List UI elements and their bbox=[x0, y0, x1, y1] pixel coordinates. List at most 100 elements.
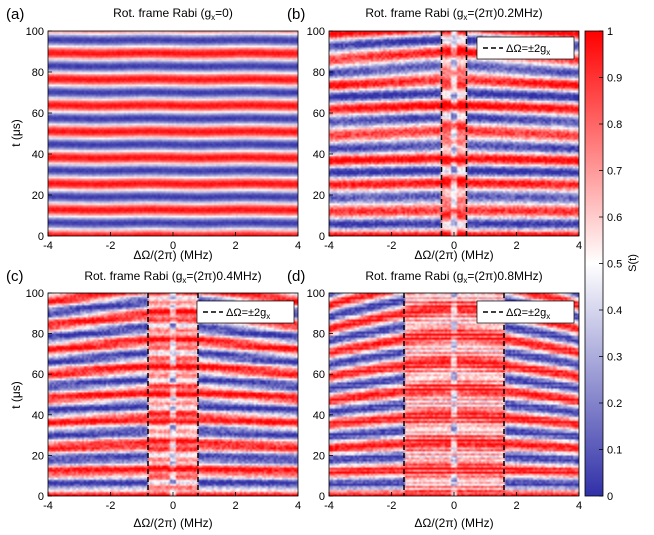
y-tick-label: 100 bbox=[307, 288, 325, 300]
x-tick-label: 4 bbox=[295, 240, 301, 252]
x-tick-label: 4 bbox=[295, 500, 301, 512]
panel-b-legend-text: ΔΩ=±2gx bbox=[506, 43, 550, 57]
x-tick-label: 0 bbox=[451, 500, 457, 512]
panel-b-xlabel: ΔΩ/(2π) (MHz) bbox=[414, 248, 493, 262]
x-tick-label: -4 bbox=[43, 240, 53, 252]
panel-c-legend: ΔΩ=±2gx bbox=[196, 300, 295, 324]
y-tick-label: 60 bbox=[313, 369, 325, 381]
y-tick-label: 80 bbox=[32, 329, 44, 341]
x-tick-label: 4 bbox=[576, 240, 582, 252]
panel-d-xlabel: ΔΩ/(2π) (MHz) bbox=[414, 516, 493, 530]
panel-c-title: Rot. frame Rabi (gx=(2π)0.4MHz) bbox=[84, 269, 261, 285]
colorbar: 0 0.1 0.2 0.3 0.4 0.5 0.6 0.7 0.8 0.9 1 S(t) bbox=[584, 26, 639, 503]
panel-d-heatmap-image bbox=[329, 293, 579, 496]
heatmap-image-1 bbox=[329, 31, 579, 236]
colorbar-tick-label: 0.5 bbox=[607, 259, 622, 271]
colorbar-tick-label: 0.2 bbox=[607, 398, 622, 410]
x-tick-label: 0 bbox=[170, 240, 176, 252]
x-tick-label: -4 bbox=[324, 240, 334, 252]
y-tick-label: 80 bbox=[313, 67, 325, 79]
panel-d-legend-box bbox=[476, 300, 575, 324]
heatmap-image-3 bbox=[329, 293, 579, 496]
x-tick-label: 2 bbox=[513, 240, 519, 252]
colorbar-tick-label: 0.3 bbox=[607, 352, 622, 364]
panel-a-heatmap-image bbox=[48, 31, 298, 236]
panel-c-label: (c) bbox=[6, 268, 24, 285]
colorbar-ticks: 0 0.1 0.2 0.3 0.4 0.5 0.6 0.7 0.8 0.9 1 bbox=[599, 26, 622, 503]
colorbar-tick-label: 0 bbox=[607, 491, 613, 503]
x-tick-label: -2 bbox=[106, 500, 116, 512]
x-tick-label: -2 bbox=[387, 500, 397, 512]
panel-d-title: Rot. frame Rabi (gx=(2π)0.8MHz) bbox=[365, 269, 542, 285]
panel-c-dashed-lines bbox=[147, 293, 199, 496]
y-tick-label: 0 bbox=[38, 231, 44, 243]
y-tick-label: 60 bbox=[313, 108, 325, 120]
y-tick-label: 100 bbox=[307, 26, 325, 38]
y-tick-label: 40 bbox=[313, 410, 325, 422]
x-tick-label: 0 bbox=[451, 240, 457, 252]
panel-d-dashed-lines bbox=[403, 293, 505, 496]
y-tick-label: 60 bbox=[32, 108, 44, 120]
heatmap-image-2 bbox=[48, 293, 298, 496]
colorbar-tick-label: 0.8 bbox=[607, 119, 622, 131]
y-tick-label: 20 bbox=[313, 450, 325, 462]
y-tick-label: 80 bbox=[32, 67, 44, 79]
panel-b: (b) Rot. frame Rabi (gx=(2π)0.2MHz) -4 -2… bbox=[287, 6, 582, 262]
panel-d-legend: ΔΩ=±2gx bbox=[476, 300, 575, 324]
panel-c-legend-box bbox=[196, 300, 295, 324]
x-tick-label: -4 bbox=[324, 500, 334, 512]
panel-c-xlabel: ΔΩ/(2π) (MHz) bbox=[133, 516, 212, 530]
panel-d: (d) Rot. frame Rabi (gx=(2π)0.8MHz) -4 -2… bbox=[287, 268, 582, 530]
colorbar-tick-label: 0.9 bbox=[607, 73, 622, 85]
panel-b-heatmap-image bbox=[329, 31, 579, 236]
colorbar-tick-label: 0.1 bbox=[607, 445, 622, 457]
x-tick-label: 2 bbox=[232, 240, 238, 252]
colorbar-tick-label: 0.7 bbox=[607, 166, 622, 178]
panel-b-title: Rot. frame Rabi (gx=(2π)0.2MHz) bbox=[365, 6, 542, 22]
y-tick-label: 0 bbox=[319, 231, 325, 243]
y-tick-label: 80 bbox=[313, 329, 325, 341]
panel-c-ylabel: t (μs) bbox=[9, 381, 23, 409]
x-tick-label: 0 bbox=[170, 500, 176, 512]
panel-c-heatmap-image bbox=[48, 293, 298, 496]
x-tick-label: 2 bbox=[513, 500, 519, 512]
y-tick-label: 60 bbox=[32, 369, 44, 381]
y-tick-label: 100 bbox=[26, 26, 44, 38]
panel-b-legend: ΔΩ=±2gx bbox=[476, 36, 575, 60]
x-tick-label: -2 bbox=[106, 240, 116, 252]
panel-b-legend-box bbox=[476, 36, 575, 60]
y-tick-label: 40 bbox=[313, 149, 325, 161]
panel-a-xlabel: ΔΩ/(2π) (MHz) bbox=[133, 248, 212, 262]
panel-d-legend-text: ΔΩ=±2gx bbox=[506, 307, 550, 321]
panel-d-label: (d) bbox=[287, 268, 305, 285]
y-tick-label: 20 bbox=[32, 190, 44, 202]
panel-a-ylabel: t (μs) bbox=[9, 119, 23, 147]
panel-b-label: (b) bbox=[287, 6, 305, 23]
colorbar-tick-label: 0.4 bbox=[607, 305, 622, 317]
heatmap-image-0 bbox=[48, 31, 298, 236]
y-tick-label: 40 bbox=[32, 410, 44, 422]
y-tick-label: 0 bbox=[38, 491, 44, 503]
panel-a-label: (a) bbox=[6, 6, 24, 23]
panel-a-title: Rot. frame Rabi (gx=0) bbox=[113, 6, 233, 22]
panel-c: (c) Rot. frame Rabi (gx=(2π)0.4MHz) -4 -2… bbox=[6, 268, 301, 530]
colorbar-tick-label: 1 bbox=[607, 26, 613, 38]
y-tick-label: 20 bbox=[313, 190, 325, 202]
y-tick-label: 100 bbox=[26, 288, 44, 300]
y-tick-label: 20 bbox=[32, 450, 44, 462]
x-tick-label: 4 bbox=[576, 500, 582, 512]
colorbar-label: S(t) bbox=[627, 254, 639, 272]
panel-c-legend-text: ΔΩ=±2gx bbox=[226, 307, 270, 321]
y-tick-label: 40 bbox=[32, 149, 44, 161]
x-tick-label: -2 bbox=[387, 240, 397, 252]
x-tick-label: 2 bbox=[232, 500, 238, 512]
colorbar-tick-label: 0.6 bbox=[607, 212, 622, 224]
panel-b-dashed-lines bbox=[440, 31, 468, 236]
panel-a: (a) Rot. frame Rabi (gx=0) -4 -2 0 2 4020406… bbox=[6, 6, 301, 262]
x-tick-label: -4 bbox=[43, 500, 53, 512]
